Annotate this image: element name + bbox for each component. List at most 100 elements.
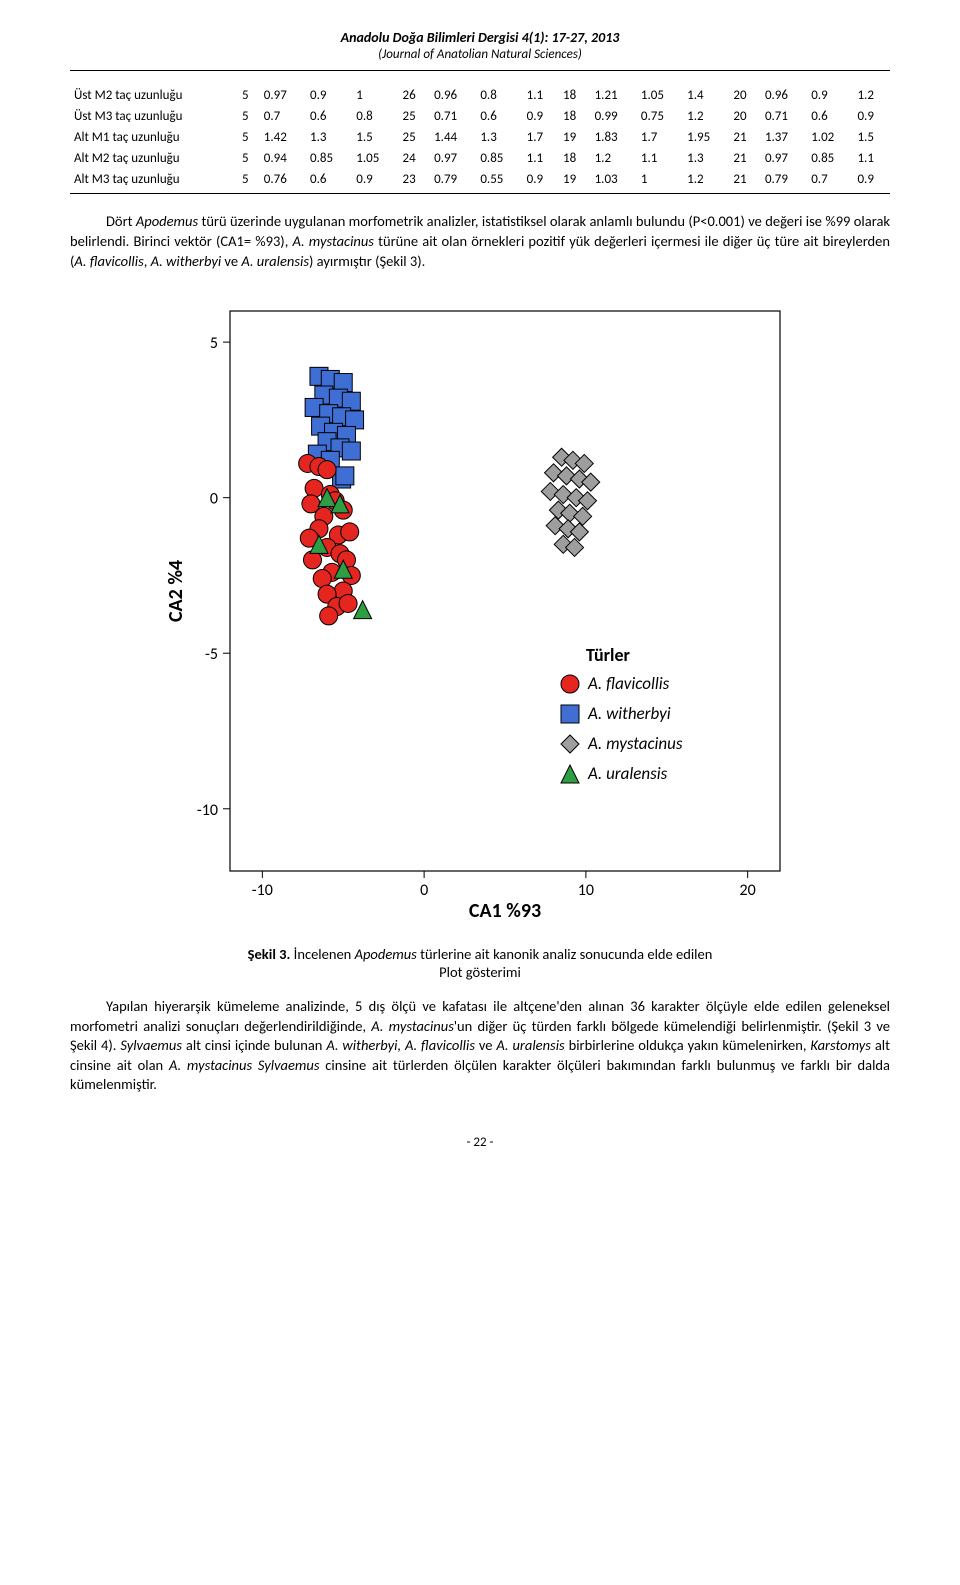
cell: 0.6: [476, 106, 522, 127]
cell: 1.1: [523, 85, 559, 106]
cell: 21: [729, 169, 761, 194]
cell: 0.55: [476, 169, 522, 194]
cell: 0.9: [523, 106, 559, 127]
p2-text: alt cinsi içinde bulunan: [182, 1036, 326, 1054]
cell: 0.85: [306, 148, 352, 169]
cell: 0.71: [430, 106, 476, 127]
cell: 1.37: [761, 127, 807, 148]
cell: 0.85: [476, 148, 522, 169]
cell: 26: [399, 85, 431, 106]
table-row: Alt M2 taç uzunluğu50.940.851.05240.970.…: [70, 148, 890, 169]
cell: 18: [559, 148, 591, 169]
cell: 1.3: [683, 148, 729, 169]
cell: 0.9: [853, 106, 890, 127]
cell: 0.97: [430, 148, 476, 169]
p1-ital: Apodemus: [136, 212, 198, 230]
journal-title-2: (Journal of Anatolian Natural Sciences): [70, 47, 890, 63]
cell: 5: [238, 127, 260, 148]
cell: 0.96: [761, 85, 807, 106]
page-header: Anadolu Doğa Bilimleri Dergisi 4(1): 17-…: [70, 30, 890, 62]
svg-text:CA2 %4: CA2 %4: [164, 560, 188, 622]
journal-title-1: Anadolu Doğa Bilimleri Dergisi 4(1): 17-…: [70, 30, 890, 47]
svg-text:A. mystacinus: A. mystacinus: [587, 733, 683, 754]
svg-text:A. uralensis: A. uralensis: [587, 763, 668, 784]
row-label: Alt M3 taç uzunluğu: [70, 169, 238, 194]
cell: 0.6: [807, 106, 853, 127]
cell: 1.1: [523, 148, 559, 169]
cell: 20: [729, 106, 761, 127]
cell: 0.8: [476, 85, 522, 106]
cell: 0.9: [807, 85, 853, 106]
cell: 5: [238, 169, 260, 194]
svg-text:10: 10: [578, 881, 594, 900]
cell: 0.9: [523, 169, 559, 194]
cell: 1.3: [306, 127, 352, 148]
p2-ital: A. mystacinus: [371, 1017, 454, 1035]
svg-text:Türler: Türler: [586, 644, 631, 666]
cell: 20: [729, 85, 761, 106]
caption-text: İncelenen: [290, 945, 354, 963]
cell: 0.8: [352, 106, 398, 127]
cell: 5: [238, 85, 260, 106]
measurement-table: Üst M2 taç uzunluğu50.970.91260.960.81.1…: [70, 85, 890, 194]
table-row: Alt M3 taç uzunluğu50.760.60.9230.790.55…: [70, 169, 890, 194]
cell: 1.05: [637, 85, 683, 106]
svg-text:20: 20: [740, 881, 756, 900]
cell: 1.5: [352, 127, 398, 148]
cell: 1.2: [683, 169, 729, 194]
cell: 19: [559, 169, 591, 194]
cell: 0.7: [260, 106, 306, 127]
cell: 1.4: [683, 85, 729, 106]
p1-text: ) ayırmıştır (Şekil 3).: [309, 252, 425, 270]
row-label: Üst M2 taç uzunluğu: [70, 85, 238, 106]
svg-text:-10: -10: [252, 881, 273, 900]
cell: 5: [238, 106, 260, 127]
p1-text: Dört: [106, 212, 136, 230]
cell: 18: [559, 85, 591, 106]
svg-text:0: 0: [210, 490, 218, 509]
cell: 18: [559, 106, 591, 127]
svg-text:-5: -5: [205, 645, 218, 664]
cell: 5: [238, 148, 260, 169]
svg-text:-10: -10: [197, 801, 218, 820]
p1-ital: A. flavicollis: [74, 252, 143, 270]
page-number: - 22 -: [70, 1135, 890, 1150]
caption-text: türlerine ait kanonik analiz sonucunda e…: [417, 945, 713, 963]
row-label: Alt M1 taç uzunluğu: [70, 127, 238, 148]
p1-text: ve: [221, 252, 241, 270]
p2-ital: Karstomys: [810, 1036, 871, 1054]
cell: 1.2: [853, 85, 890, 106]
cell: 0.75: [637, 106, 683, 127]
cell: 1.1: [853, 148, 890, 169]
svg-text:5: 5: [210, 334, 218, 353]
cell: 1: [352, 85, 398, 106]
p2-text: ve: [475, 1036, 496, 1054]
cell: 23: [399, 169, 431, 194]
cell: 25: [399, 127, 431, 148]
cell: 0.6: [306, 106, 352, 127]
scatter-plot: -1001020-10-505CA1 %93CA2 %4TürlerA. fla…: [160, 291, 800, 931]
cell: 1.44: [430, 127, 476, 148]
svg-text:A. witherbyi: A. witherbyi: [587, 703, 671, 724]
cell: 0.99: [591, 106, 637, 127]
cell: 0.79: [761, 169, 807, 194]
cell: 1.3: [476, 127, 522, 148]
p2-text: birbirlerine oldukça yakın kümelenirken,: [565, 1036, 811, 1054]
p1-text: ,: [144, 252, 151, 270]
caption-ital: Apodemus: [355, 945, 417, 963]
caption-text: Plot gösterimi: [439, 963, 521, 981]
cell: 19: [559, 127, 591, 148]
cell: 21: [729, 127, 761, 148]
p1-ital: A. mystacinus: [292, 232, 374, 250]
cell: 1.83: [591, 127, 637, 148]
cell: 0.9: [853, 169, 890, 194]
row-label: Üst M3 taç uzunluğu: [70, 106, 238, 127]
cell: 0.9: [306, 85, 352, 106]
header-divider: [70, 70, 890, 71]
svg-text:A. flavicollis: A. flavicollis: [587, 673, 670, 694]
p1-ital: A. uralensis: [241, 252, 309, 270]
p2-ital: A. witherbyi, A. flavicollis: [326, 1036, 475, 1054]
cell: 1.5: [853, 127, 890, 148]
caption-label: Şekil 3.: [248, 945, 291, 963]
figure-caption: Şekil 3. İncelenen Apodemus türlerine ai…: [70, 945, 890, 981]
